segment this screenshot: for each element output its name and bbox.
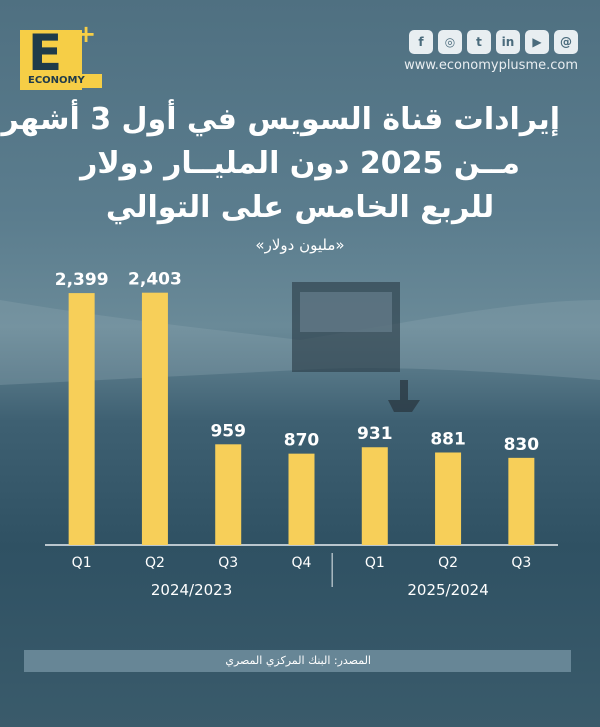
chart-title: إيرادات قناة السويس في أول 3 أشهر مــن 2… [1,98,561,230]
bar [288,453,315,545]
bar [141,292,168,545]
source-note: المصدر: البنك المركزي المصري [24,650,571,672]
tugboat-shape [388,400,420,412]
logo-text: ECONOMY [22,74,102,88]
bar-value-label: 959 [210,421,246,441]
facebook-icon[interactable]: f [409,30,433,54]
website-url[interactable]: www.economyplusme.com [404,58,578,73]
bar [508,457,535,545]
title-line-3: للربع الخامس على التوالي [105,190,495,225]
bar [361,447,388,545]
bar-value-label: 881 [430,429,466,449]
x-tick-label: Q4 [292,555,312,571]
bar [215,444,242,545]
x-tick-label: Q1 [365,555,385,571]
x-tick-label: Q2 [145,555,165,571]
bar [68,293,95,545]
bar-value-label: 2,399 [55,270,109,290]
bar-value-label: 2,403 [128,270,182,290]
bar-value-label: 931 [357,424,393,444]
x-tick-label: Q3 [218,555,238,571]
unit-label: «مليون دولار» [255,236,345,254]
threads-icon[interactable]: @ [554,30,578,54]
x-tick-label: Q1 [72,555,92,571]
instagram-icon[interactable]: ◎ [438,30,462,54]
title-line-1: إيرادات قناة السويس في أول 3 أشهر [1,102,561,137]
social-icons: f ◎ t in ▶ @ [409,30,578,54]
group-label: 2024/2023 [151,581,232,599]
x-tick-label: Q2 [438,555,458,571]
linkedin-icon[interactable]: in [496,30,520,54]
bar-value-label: 830 [504,435,540,455]
twitter-icon[interactable]: t [467,30,491,54]
youtube-icon[interactable]: ▶ [525,30,549,54]
bar-value-label: 870 [284,431,320,451]
economy-plus-logo: E + ECONOMY [20,22,102,94]
bar [435,452,462,545]
title-line-2: مــن 2025 دون المليــار دولار [80,146,520,181]
x-tick-label: Q3 [511,555,531,571]
group-label: 2025/2024 [407,581,488,599]
